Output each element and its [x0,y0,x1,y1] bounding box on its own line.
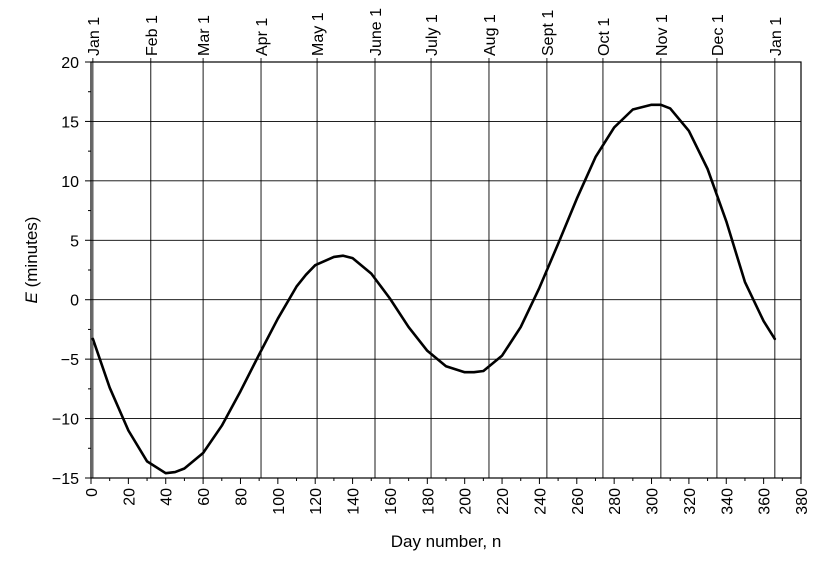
x-tick-label: 340 [719,488,736,515]
y-tick-label: 0 [70,293,79,310]
x-tick-label: 0 [84,488,101,497]
month-axis: Jan 1 Feb 1 Mar 1 Apr 1 May 1 June 1 July 1 Aug… [86,8,785,56]
x-tick-label: 260 [570,488,587,515]
x-tick-label: 220 [495,488,512,515]
y-tick-label: 20 [61,55,79,72]
plot-frame [90,61,802,479]
x-tick-label: 120 [308,488,325,515]
x-tick-label: 380 [794,488,811,515]
month-label: Jan 1 [768,17,785,56]
y-axis-title-unit: (minutes) [22,217,41,293]
x-axis-title: Day number, n [391,532,502,551]
x-tick-label: 60 [196,488,213,506]
y-tick-label: −5 [61,352,79,369]
x-tick-label: 240 [532,488,549,515]
month-label: Dec 1 [710,14,727,56]
x-tick-label: 40 [159,488,176,506]
month-label: Aug 1 [482,14,499,56]
x-tick-label: 300 [645,488,662,515]
month-label: Apr 1 [254,18,271,56]
x-tick-label: 280 [607,488,624,515]
month-label: July 1 [424,14,441,56]
y-tick-label: 10 [61,174,79,191]
series-line [91,103,777,475]
month-label: Nov 1 [654,14,671,56]
x-tick-label: 20 [121,488,138,506]
y-tick-label: −15 [52,471,79,488]
y-axis-ticks: −15 −10 −5 0 5 10 15 20 [52,55,91,488]
y-tick-label: 5 [70,233,79,250]
y-tick-label: 15 [61,114,79,131]
month-label: Mar 1 [196,15,213,56]
x-tick-label: 160 [383,488,400,515]
month-label: Feb 1 [144,15,161,56]
x-tick-label: 180 [420,488,437,515]
month-label: Jan 1 [86,17,103,56]
x-axis-ticks: 0 20 40 60 80 100 120 140 160 180 200 220 240 260 280 3… [84,478,811,515]
y-axis-title-symbol: E [22,291,41,303]
x-tick-label: 80 [233,488,250,506]
month-label: Oct 1 [596,18,613,56]
month-label: May 1 [310,12,327,56]
month-label: June 1 [368,8,385,56]
vertical-grid-lines [92,58,776,478]
y-tick-label: −10 [52,412,79,429]
x-tick-label: 320 [682,488,699,515]
horizontal-grid-lines [91,120,801,420]
month-label: Sept 1 [540,10,557,56]
x-tick-label: 200 [458,488,475,515]
x-tick-label: 100 [271,488,288,515]
x-tick-label: 140 [346,488,363,515]
y-axis-title: E (minutes) [22,217,41,304]
x-tick-label: 360 [757,488,774,515]
